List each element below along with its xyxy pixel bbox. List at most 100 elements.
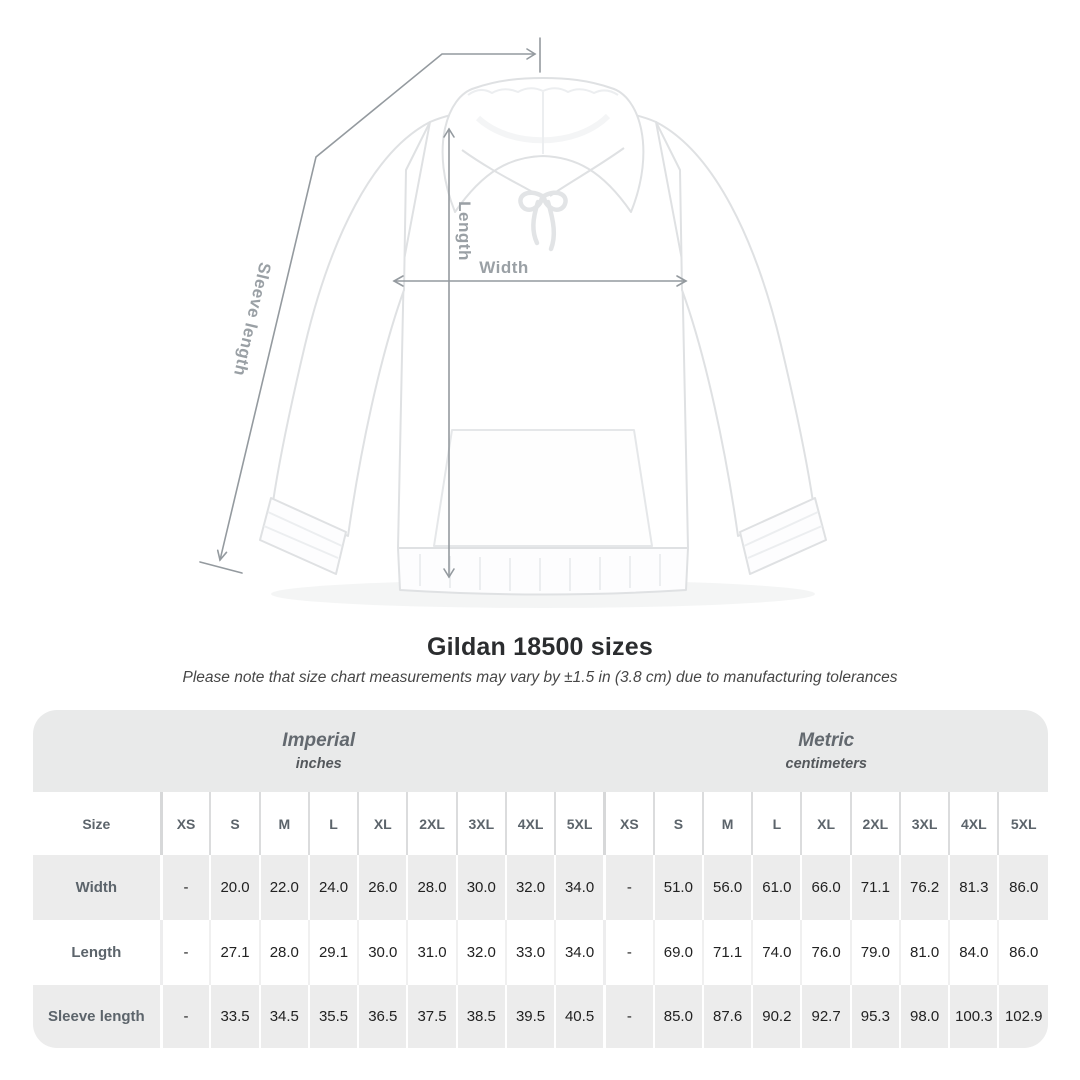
metric-group-header: Metric centimeters [604,710,1048,792]
sleeve-measure-line [219,53,536,561]
size-table: Imperial inches Metric centimeters Size … [33,710,1048,1048]
value-metric-3xl: 98.0 [898,985,950,1048]
size-header-metric-4xl: 4XL [948,792,999,855]
hoodie-right-cuff [739,497,827,575]
value-imperial-l: 35.5 [307,985,359,1048]
value-metric-xs: - [602,985,654,1048]
tolerance-note: Please note that size chart measurements… [182,669,898,686]
hoodie-illustration: Width Length Sleeve length [199,37,827,608]
value-imperial-5xl: 34.0 [554,920,605,985]
value-imperial-4xl: 33.0 [504,920,556,985]
hoodie-left-sleeve [272,121,431,537]
value-metric-3xl: 76.2 [898,855,950,920]
value-metric-s: 85.0 [652,985,703,1048]
value-imperial-s: 20.0 [209,855,260,920]
value-imperial-3xl: 38.5 [455,985,506,1048]
measure-row-length: Length -27.1 28.0 29.1 30.0 31.0 32.0 33.0 34.0-… [33,920,1048,985]
value-metric-xs: - [602,855,654,920]
size-header-metric-2xl: 2XL [849,792,900,855]
metric-label: Metric [798,729,855,751]
hoodie-pocket [433,429,653,547]
value-metric-xs: - [602,920,654,985]
measure-row-width: Width -20.0 22.0 24.0 26.0 28.0 30.0 32.0 34.0-5… [33,855,1048,920]
size-header-imperial-s: S [209,792,260,855]
hood-drawstrings [518,190,568,252]
size-header-imperial-5xl: 5XL [554,792,605,855]
size-header-row: Size XS S M L XL 2XL 3XL 4XL 5XL XS S M L XL 2XL 3XL 4XL… [33,792,1048,855]
size-header-metric-l: L [751,792,802,855]
hoodie-body-group [259,77,827,596]
value-metric-2xl: 95.3 [849,985,900,1048]
value-metric-2xl: 71.1 [849,855,900,920]
row-label: Sleeve length [33,985,162,1048]
value-metric-5xl: 102.9 [997,985,1048,1048]
value-metric-5xl: 86.0 [997,920,1048,985]
hoodie-details [263,87,823,591]
value-imperial-3xl: 32.0 [455,920,506,985]
measurement-lines [199,37,688,579]
value-imperial-xl: 30.0 [357,920,408,985]
value-imperial-3xl: 30.0 [455,855,506,920]
value-metric-2xl: 79.0 [849,920,900,985]
size-table-body: Width -20.0 22.0 24.0 26.0 28.0 30.0 32.0 34.0-5… [33,855,1048,1048]
size-header-metric-3xl: 3XL [898,792,950,855]
hoodie-left-cuff [259,497,347,575]
value-metric-l: 61.0 [751,855,802,920]
value-imperial-xl: 26.0 [357,855,408,920]
sleeve-cuff-tick [199,561,243,574]
value-imperial-m: 28.0 [258,920,309,985]
value-imperial-l: 24.0 [307,855,359,920]
length-measure-label: Length [455,201,474,261]
value-metric-5xl: 86.0 [997,855,1048,920]
value-metric-4xl: 84.0 [948,920,999,985]
value-metric-s: 51.0 [652,855,703,920]
value-metric-l: 90.2 [751,985,802,1048]
page-title: Gildan 18500 sizes [427,633,653,661]
size-header-imperial-m: M [258,792,309,855]
size-header-metric-5xl: 5XL [997,792,1048,855]
width-measure-label: Width [479,258,529,277]
size-header-imperial-4xl: 4XL [504,792,556,855]
unit-group-row: Imperial inches Metric centimeters [33,710,1048,792]
value-imperial-2xl: 37.5 [406,985,457,1048]
value-metric-m: 71.1 [701,920,753,985]
value-imperial-xs: - [159,920,211,985]
size-header-imperial-l: L [307,792,359,855]
value-imperial-4xl: 32.0 [504,855,556,920]
value-metric-4xl: 81.3 [948,855,999,920]
row-label: Length [33,920,162,985]
value-imperial-xs: - [159,985,211,1048]
size-column-header: Size [33,792,162,855]
value-imperial-m: 22.0 [258,855,309,920]
metric-unit: centimeters [785,755,867,772]
value-imperial-s: 27.1 [209,920,260,985]
value-metric-s: 69.0 [652,920,703,985]
value-imperial-xs: - [159,855,211,920]
value-imperial-s: 33.5 [209,985,260,1048]
value-metric-m: 56.0 [701,855,753,920]
measure-row-sleeve-length: Sleeve length -33.5 34.5 35.5 36.5 37.5 38.5 39… [33,985,1048,1048]
value-imperial-l: 29.1 [307,920,359,985]
value-metric-xl: 66.0 [800,855,851,920]
value-metric-3xl: 81.0 [898,920,950,985]
size-header-metric-xs: XS [602,792,654,855]
value-imperial-m: 34.5 [258,985,309,1048]
value-imperial-5xl: 40.5 [554,985,605,1048]
value-imperial-5xl: 34.0 [554,855,605,920]
size-header-imperial-xl: XL [357,792,408,855]
value-metric-xl: 76.0 [800,920,851,985]
imperial-group-header: Imperial inches [33,710,605,792]
row-label: Width [33,855,162,920]
value-metric-m: 87.6 [701,985,753,1048]
size-table-grid: Imperial inches Metric centimeters Size … [33,710,1048,1048]
hoodie-right-sleeve [655,121,814,537]
value-metric-l: 74.0 [751,920,802,985]
value-imperial-xl: 36.5 [357,985,408,1048]
size-header-metric-xl: XL [800,792,851,855]
value-metric-4xl: 100.3 [948,985,999,1048]
imperial-label: Imperial [282,729,356,751]
imperial-unit: inches [295,755,342,772]
value-imperial-2xl: 28.0 [406,855,457,920]
size-header-imperial-2xl: 2XL [406,792,457,855]
